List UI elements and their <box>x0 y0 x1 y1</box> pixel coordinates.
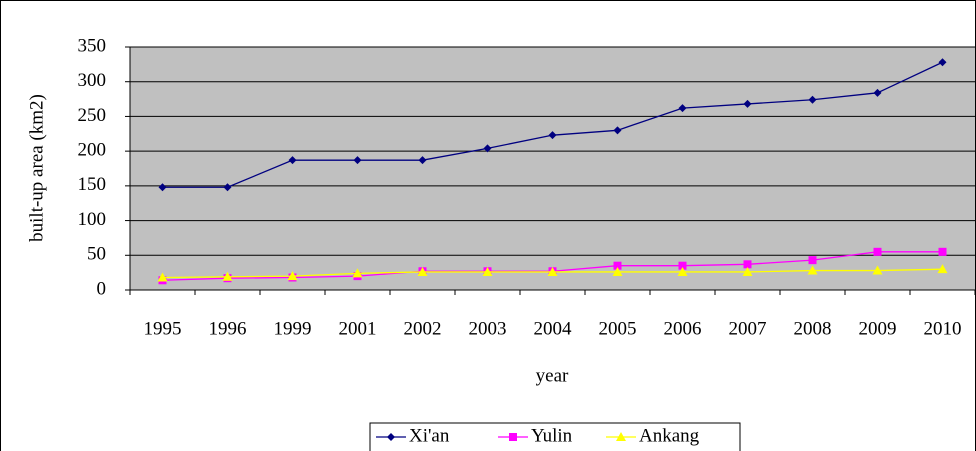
x-tick-label: 2003 <box>469 318 507 339</box>
marker <box>353 156 362 165</box>
marker <box>938 58 947 67</box>
marker <box>548 131 557 140</box>
y-tick-label: 100 <box>78 209 107 230</box>
marker <box>743 99 752 108</box>
plot-area <box>130 47 975 290</box>
legend-box <box>369 422 741 451</box>
marker <box>288 156 297 165</box>
x-tick-label: 1999 <box>274 318 312 339</box>
marker <box>616 432 626 441</box>
y-tick-label: 350 <box>78 35 107 56</box>
y-tick-label: 250 <box>78 105 107 126</box>
marker <box>677 266 688 276</box>
x-tick-label: 2006 <box>664 318 702 339</box>
y-tick-label: 150 <box>78 174 107 195</box>
marker <box>872 265 883 275</box>
marker <box>743 260 752 269</box>
marker <box>678 261 687 270</box>
legend-label: Ankang <box>639 425 700 446</box>
marker <box>612 266 623 276</box>
marker <box>678 104 687 113</box>
marker <box>158 183 167 192</box>
x-tick-label: 2001 <box>339 318 377 339</box>
marker <box>742 266 753 276</box>
x-tick-label: 2007 <box>729 318 767 339</box>
marker <box>808 95 817 104</box>
y-axis-title: built-up area (km2) <box>26 94 47 242</box>
x-tick-label: 2008 <box>794 318 832 339</box>
marker <box>873 247 882 256</box>
legend-label: Yulin <box>531 425 573 446</box>
marker <box>482 266 493 276</box>
marker <box>352 268 363 278</box>
marker <box>808 256 817 265</box>
marker <box>387 433 395 441</box>
x-axis-title: year <box>536 365 569 386</box>
y-tick-label: 50 <box>87 244 106 265</box>
x-tick-label: 2009 <box>859 318 897 339</box>
marker <box>873 88 882 97</box>
marker <box>938 247 947 256</box>
marker <box>807 265 818 275</box>
legend-label: Xi'an <box>409 425 450 446</box>
x-tick-label: 1996 <box>209 318 247 339</box>
marker <box>287 271 298 281</box>
marker <box>547 266 558 276</box>
x-tick-label: 2010 <box>924 318 962 339</box>
marker <box>937 264 948 274</box>
marker <box>613 126 622 135</box>
marker <box>417 266 428 276</box>
x-tick-label: 2004 <box>534 318 573 339</box>
marker <box>483 144 492 153</box>
marker <box>613 261 622 270</box>
y-tick-label: 300 <box>78 70 107 91</box>
marker <box>418 156 427 165</box>
x-tick-label: 2005 <box>599 318 637 339</box>
y-tick-label: 200 <box>78 140 107 161</box>
marker <box>509 433 517 441</box>
marker <box>223 183 232 192</box>
marker <box>222 271 233 281</box>
marker <box>157 272 168 282</box>
x-tick-label: 1995 <box>144 318 182 339</box>
x-tick-label: 2002 <box>404 318 442 339</box>
y-tick-label: 0 <box>97 278 107 299</box>
